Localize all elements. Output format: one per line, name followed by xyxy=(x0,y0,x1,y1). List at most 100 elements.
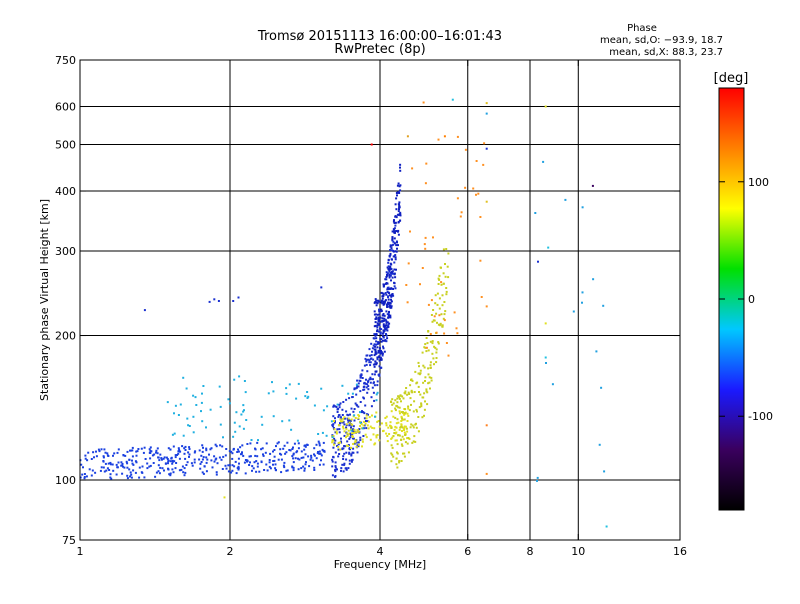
data-point xyxy=(370,342,373,345)
data-point xyxy=(337,441,340,444)
data-point xyxy=(456,332,459,335)
data-point xyxy=(351,432,354,435)
data-point xyxy=(407,262,410,265)
data-point xyxy=(219,444,222,447)
data-point xyxy=(300,456,303,459)
data-point xyxy=(347,429,350,432)
data-point xyxy=(331,425,334,428)
data-point xyxy=(381,335,384,338)
data-point xyxy=(373,365,376,368)
data-point xyxy=(379,356,382,359)
data-point xyxy=(423,408,426,411)
data-point xyxy=(384,328,387,331)
data-point xyxy=(339,402,342,405)
data-point xyxy=(364,422,367,425)
data-point xyxy=(238,375,241,378)
data-point xyxy=(334,439,337,442)
data-point xyxy=(171,460,174,463)
data-point xyxy=(84,454,87,457)
data-point xyxy=(285,469,288,472)
data-point xyxy=(337,443,340,446)
data-point xyxy=(397,421,400,424)
data-point xyxy=(376,358,379,361)
data-point xyxy=(375,317,378,320)
data-point xyxy=(405,427,408,430)
data-point xyxy=(267,392,270,395)
data-point xyxy=(376,329,379,332)
data-point xyxy=(398,213,401,216)
data-point xyxy=(351,436,354,438)
data-point xyxy=(323,450,326,453)
data-point xyxy=(392,220,395,223)
data-point xyxy=(380,310,383,312)
data-point xyxy=(225,467,228,470)
data-point xyxy=(423,414,425,417)
data-point xyxy=(237,468,240,471)
data-point xyxy=(331,434,334,437)
data-point xyxy=(317,451,319,453)
data-point xyxy=(271,381,273,384)
data-point xyxy=(359,439,362,442)
data-point xyxy=(368,359,371,362)
data-point xyxy=(285,387,288,390)
data-point xyxy=(479,216,482,218)
data-point xyxy=(397,406,400,409)
data-point xyxy=(388,305,391,308)
data-point xyxy=(227,464,230,467)
data-point xyxy=(396,184,399,187)
data-point xyxy=(551,383,554,386)
data-point xyxy=(435,361,438,364)
data-point xyxy=(400,424,403,427)
data-point xyxy=(438,297,441,300)
data-point xyxy=(394,287,397,290)
data-point xyxy=(231,452,234,455)
data-point xyxy=(382,347,385,350)
data-point xyxy=(396,194,398,197)
data-point xyxy=(304,453,307,456)
data-point xyxy=(117,461,120,464)
data-point xyxy=(248,464,251,466)
data-point xyxy=(435,357,438,359)
data-point xyxy=(290,428,293,431)
data-point xyxy=(256,455,259,458)
data-point xyxy=(236,451,239,453)
data-point xyxy=(405,284,408,286)
data-point xyxy=(129,471,132,474)
data-point xyxy=(393,261,396,264)
data-point xyxy=(423,243,426,246)
data-point xyxy=(389,314,392,317)
data-point xyxy=(109,473,112,476)
data-point xyxy=(389,245,392,248)
data-point xyxy=(383,302,386,305)
data-point xyxy=(379,316,382,319)
data-point xyxy=(424,236,427,239)
data-point xyxy=(283,444,286,447)
data-point xyxy=(112,469,115,472)
data-point xyxy=(382,429,385,432)
stats-line-x: mean, sd,X: 88.3, 23.7 xyxy=(609,47,723,58)
data-point xyxy=(409,426,412,429)
data-point xyxy=(460,211,463,214)
data-point xyxy=(350,426,352,429)
data-point xyxy=(390,401,393,403)
data-point xyxy=(343,462,346,465)
data-point xyxy=(387,298,390,301)
data-point xyxy=(386,337,389,340)
data-point xyxy=(84,457,87,460)
data-point xyxy=(352,437,354,440)
data-point xyxy=(331,465,334,468)
data-point xyxy=(404,441,407,444)
data-point xyxy=(233,465,236,468)
data-point xyxy=(341,421,344,424)
data-point xyxy=(349,413,351,416)
data-point xyxy=(221,468,224,470)
data-point xyxy=(152,462,155,464)
data-point xyxy=(388,433,391,435)
data-point xyxy=(128,468,131,471)
data-point xyxy=(256,462,259,465)
data-point xyxy=(371,350,373,353)
data-point xyxy=(367,427,370,430)
data-point xyxy=(339,418,342,421)
data-point xyxy=(379,332,382,335)
data-point xyxy=(351,392,354,395)
